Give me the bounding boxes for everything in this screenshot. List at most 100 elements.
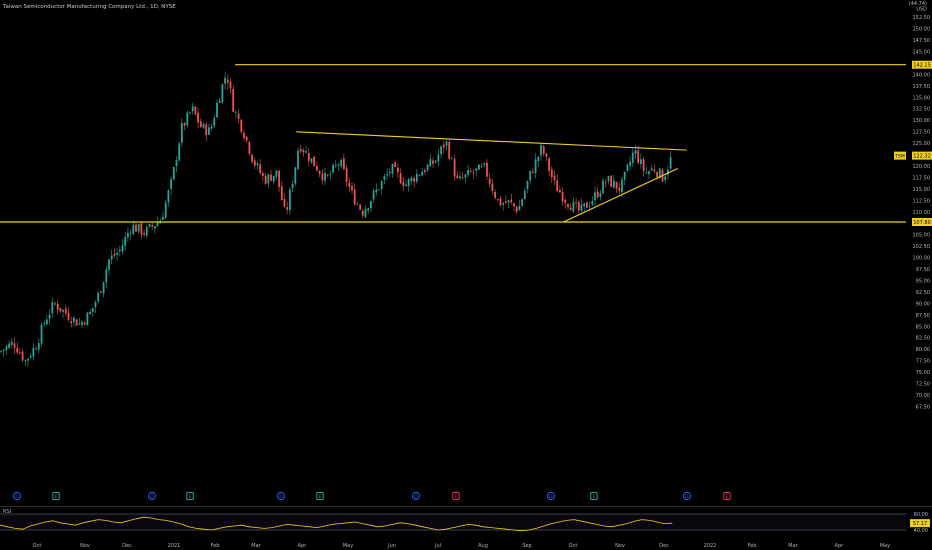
support-price-tag[interactable]: 107.80 [912, 218, 932, 227]
candle [375, 183, 378, 196]
time-label: Dec [659, 543, 669, 549]
rsi-line [0, 516, 673, 532]
price-tick-label: 152.50 [913, 15, 931, 21]
price-tick-label: 127.50 [913, 130, 931, 136]
candle [78, 317, 81, 326]
time-axis[interactable]: Oct Nov Dec 2021 Feb Mar Apr May Jun Jul Aug Sep Oct… [0, 538, 932, 550]
candle [232, 85, 235, 113]
candle [305, 145, 307, 154]
candle [164, 200, 167, 220]
price-tick-label: 120.00 [913, 164, 931, 170]
event-glyph: D [15, 494, 19, 500]
candle [445, 140, 448, 151]
price-tick-label: 100.00 [913, 256, 931, 262]
candle [21, 348, 24, 362]
candle [213, 114, 216, 128]
currency-top-label: (44.74) [909, 1, 927, 7]
candle [410, 176, 413, 185]
resistance-price-tag[interactable]: 142.15 [912, 60, 932, 69]
candle [2, 349, 5, 357]
last-price-tag[interactable]: 122.32 [912, 151, 932, 160]
candle [615, 181, 618, 194]
candle [426, 163, 429, 172]
candle [424, 167, 426, 175]
dividend-marker[interactable]: D [276, 491, 286, 501]
earnings-marker[interactable]: E [590, 492, 598, 501]
price-tick-label: 77.50 [916, 359, 930, 365]
candle [205, 122, 208, 142]
candle [594, 186, 596, 207]
candle [391, 163, 394, 178]
earnings-marker[interactable]: E [186, 492, 194, 501]
candle [70, 316, 73, 328]
candle [27, 358, 29, 367]
candle [540, 142, 542, 161]
dividend-marker[interactable]: D [546, 491, 556, 501]
candle [178, 141, 181, 162]
candle [243, 129, 245, 142]
time-label: Jun [387, 543, 396, 549]
earnings-future-marker[interactable]: E [723, 492, 731, 501]
candle [364, 204, 367, 219]
candle [324, 167, 326, 186]
candle [245, 136, 248, 143]
candle [434, 159, 437, 164]
dividend-marker[interactable]: D [12, 491, 22, 501]
candle [19, 348, 21, 356]
candle [13, 337, 16, 354]
price-tick-label: 85.00 [916, 324, 930, 330]
last-price-tag-text: 122.32 [913, 153, 931, 159]
candle [356, 201, 359, 206]
candle [51, 297, 54, 318]
trendline-rising-support[interactable] [563, 167, 678, 223]
candle [267, 173, 270, 188]
price-tick-label: 150.00 [913, 27, 931, 33]
candle [526, 180, 529, 194]
candle [556, 173, 559, 192]
earnings-marker[interactable]: E [52, 492, 60, 501]
candle [604, 178, 607, 188]
candle [367, 207, 370, 215]
candle [189, 111, 191, 115]
candle [37, 338, 40, 354]
candle [100, 290, 102, 294]
time-label: Nov [615, 543, 625, 549]
earnings-marker[interactable]: E [316, 492, 324, 501]
candle [202, 122, 205, 130]
price-axis[interactable]: (44.74)USD152.50150.00147.50145.00142.50… [906, 0, 932, 506]
candle [648, 170, 650, 180]
dividend-marker[interactable]: D [147, 491, 157, 501]
candle [159, 218, 162, 224]
candle [469, 168, 472, 173]
trendline-upper-descending[interactable] [296, 131, 687, 151]
candle [642, 156, 645, 177]
candle [399, 168, 402, 185]
candle [515, 205, 518, 214]
candle [143, 229, 145, 237]
candle [272, 175, 275, 185]
candle [124, 232, 127, 251]
candle [626, 163, 629, 173]
price-pane[interactable]: D E D E D E D E D E D E TSM [0, 0, 906, 506]
candle [218, 97, 221, 103]
candle [602, 178, 604, 194]
candle [453, 154, 456, 181]
time-label: Oct [33, 543, 42, 549]
event-glyph: E [726, 494, 729, 500]
candle [537, 156, 540, 167]
candle [170, 176, 172, 195]
price-tick-label: 80.00 [916, 347, 930, 353]
candle [175, 156, 178, 173]
candle [340, 158, 343, 169]
candle [548, 156, 550, 177]
candle [307, 148, 310, 167]
dividend-marker[interactable]: D [682, 491, 692, 501]
candle [653, 164, 656, 174]
candle [591, 196, 594, 207]
candle [345, 164, 348, 188]
earnings-future-marker[interactable]: E [452, 492, 460, 501]
candle [210, 123, 213, 131]
rsi-value-text: 57.17 [913, 521, 927, 527]
dividend-marker[interactable]: D [411, 491, 421, 501]
